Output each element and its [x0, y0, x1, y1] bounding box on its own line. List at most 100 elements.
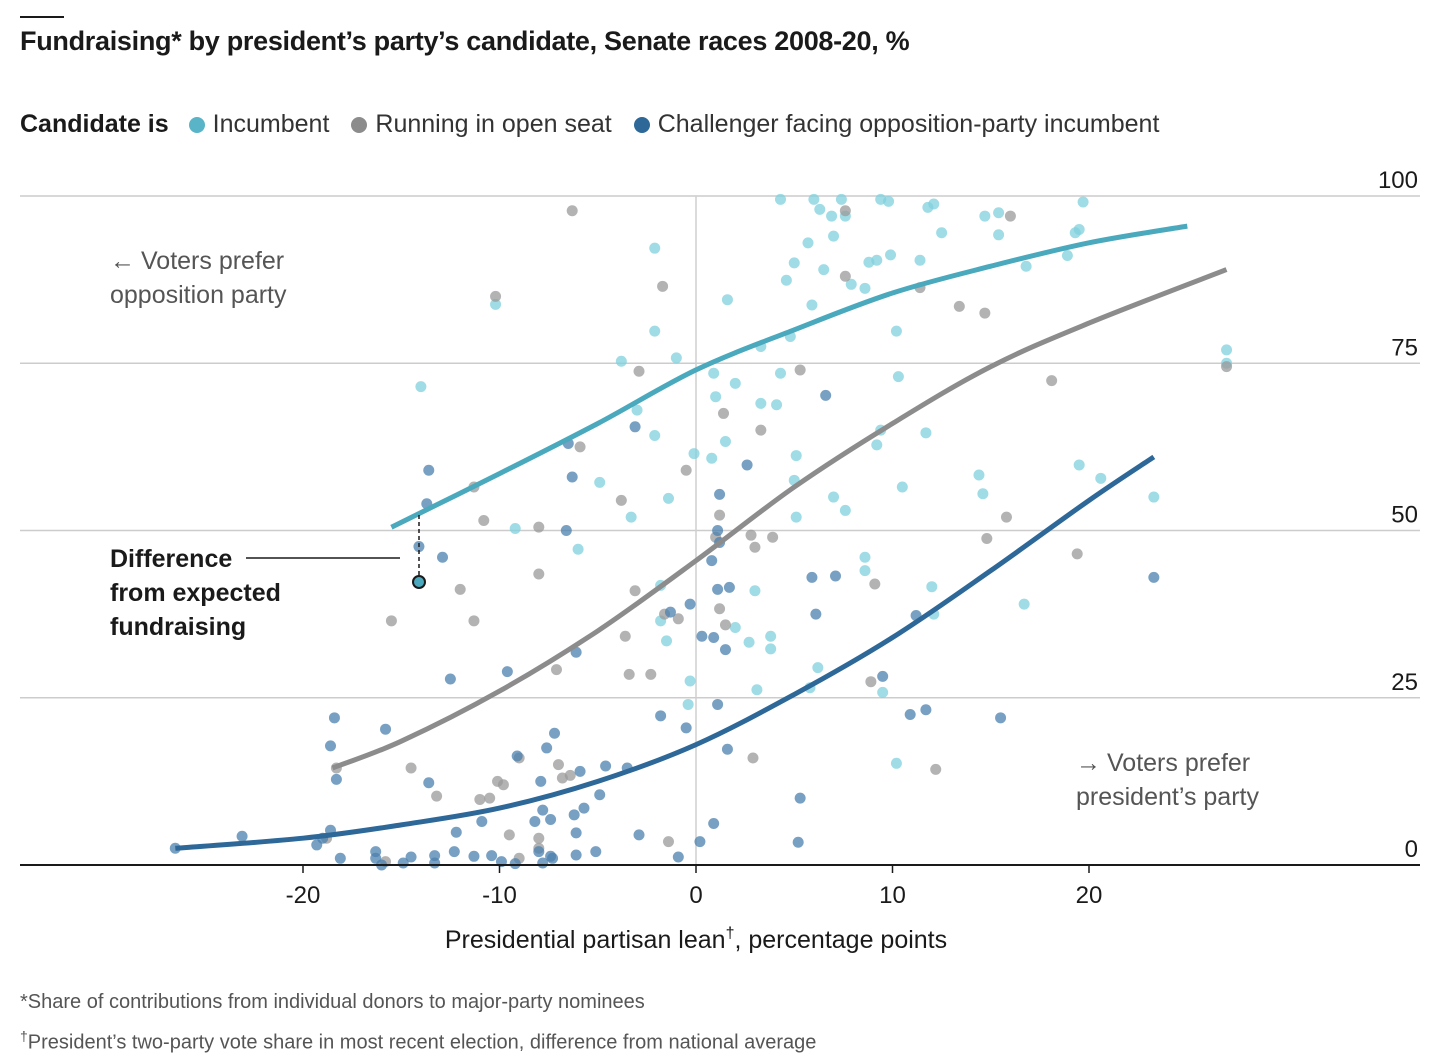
data-point [877, 686, 889, 698]
legend-item-open-seat: Running in open seat [351, 110, 612, 139]
data-point [920, 427, 932, 439]
data-point [1148, 491, 1160, 503]
data-point [993, 229, 1005, 241]
annotation-left-line1: ← Voters prefer [110, 247, 284, 275]
data-point [529, 816, 541, 828]
data-point [993, 207, 1005, 219]
data-point [661, 635, 673, 647]
data-point [839, 270, 851, 282]
data-point [385, 615, 397, 627]
data-point [835, 193, 847, 205]
data-point [1077, 196, 1089, 208]
fit-curve-challenger-facing-opposition-party-incumbent [175, 454, 1156, 851]
data-point [765, 643, 777, 655]
data-point [869, 578, 881, 590]
annotation-right-line2: president’s party [1076, 783, 1259, 811]
data-point [437, 551, 449, 563]
data-point [995, 712, 1007, 724]
data-point [397, 857, 409, 869]
data-point [1004, 210, 1016, 222]
data-point [806, 299, 818, 311]
data-point [712, 583, 724, 595]
data-point [771, 399, 783, 411]
footnotes: *Share of contributions from individual … [20, 985, 816, 1060]
data-point [169, 842, 181, 854]
x-tick-label: 0 [689, 882, 702, 909]
data-point [501, 666, 513, 678]
data-point [712, 698, 724, 710]
data-point [751, 684, 763, 696]
y-tick-label: 100 [1378, 167, 1418, 194]
data-point [431, 790, 443, 802]
data-point [936, 227, 948, 239]
data-point [719, 619, 731, 631]
data-point [664, 606, 676, 618]
data-point [904, 708, 916, 720]
data-point [1148, 571, 1160, 583]
data-point [708, 818, 720, 830]
data-point [535, 775, 547, 787]
data-point [790, 511, 802, 523]
data-point [444, 673, 456, 685]
data-point [696, 630, 708, 642]
data-point [619, 630, 631, 642]
data-point [845, 278, 857, 290]
data-point [922, 201, 934, 213]
data-point [828, 491, 840, 503]
data-point [790, 450, 802, 462]
data-point [564, 769, 576, 781]
y-tick-label: 25 [1391, 669, 1418, 696]
axis-ticks: 0 25 50 75 100 -20 -10 0 10 20 [286, 167, 1418, 909]
data-point [812, 662, 824, 674]
data-point [794, 792, 806, 804]
data-point [490, 298, 502, 310]
data-point [649, 430, 661, 442]
data-point [977, 488, 989, 500]
footnote-2-text: President’s two-party vote share in most… [27, 1031, 817, 1054]
x-tick-label: 20 [1076, 882, 1103, 909]
data-point [767, 531, 779, 543]
data-point [550, 664, 562, 676]
data-point [953, 300, 965, 312]
data-point [1095, 472, 1107, 484]
data-point [578, 802, 590, 814]
annotation-left-arrow: ← [110, 247, 135, 275]
data-point [533, 846, 545, 858]
data-point [743, 636, 755, 648]
data-point [623, 668, 635, 680]
data-point [476, 816, 488, 828]
data-point [1061, 250, 1073, 262]
data-point [714, 509, 726, 521]
data-point [723, 581, 735, 593]
legend-lead: Candidate is [20, 110, 169, 138]
data-point [694, 836, 706, 848]
data-point [1000, 511, 1012, 523]
data-point [484, 792, 496, 804]
data-point [806, 571, 818, 583]
data-point [828, 230, 840, 242]
data-point [511, 750, 523, 762]
data-point [755, 424, 767, 436]
data-point [474, 793, 486, 805]
data-point [755, 397, 767, 409]
data-point [328, 712, 340, 724]
data-point [405, 851, 417, 863]
data-point [570, 827, 582, 839]
data-point [615, 494, 627, 506]
data-point [415, 381, 427, 393]
data-point [839, 504, 851, 516]
data-point [877, 670, 889, 682]
data-point [662, 492, 674, 504]
data-point [545, 814, 557, 826]
data-point [572, 543, 584, 555]
data-point [774, 367, 786, 379]
data-point [981, 533, 993, 545]
data-point [979, 210, 991, 222]
data-point [814, 203, 826, 215]
data-point [468, 615, 480, 627]
data-point [788, 257, 800, 269]
data-point [706, 452, 718, 464]
data-point [714, 603, 726, 615]
data-point [710, 391, 722, 403]
